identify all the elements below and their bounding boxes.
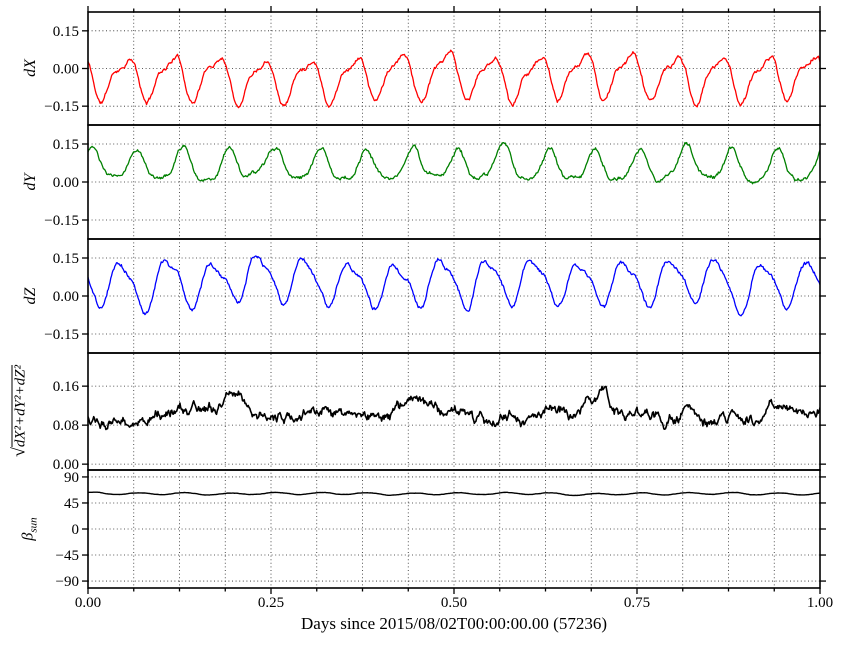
- series-dX: [88, 49, 820, 109]
- ylabel-magnitude: √dX²+dY²+dZ²: [8, 365, 29, 457]
- y-tick-label: 0.16: [53, 379, 80, 395]
- y-tick-label: 0: [72, 522, 80, 538]
- subplot-frame: [87, 352, 821, 471]
- y-tick-label: −90: [56, 574, 79, 590]
- ylabel-dY: dY: [22, 173, 39, 191]
- beta-subscript: sun: [27, 517, 40, 533]
- x-tick-label: 0.75: [624, 595, 650, 611]
- y-tick-label: 0.08: [53, 418, 79, 434]
- ylabel-beta-sun: βsun: [19, 517, 40, 541]
- y-tick-label: 0.15: [53, 137, 79, 153]
- x-tick-label: 0.50: [441, 595, 467, 611]
- series-dZ: [88, 255, 820, 317]
- y-tick-label: −0.15: [44, 327, 79, 343]
- beta-symbol: β: [19, 532, 37, 541]
- y-tick-label: 0.15: [53, 24, 79, 40]
- sqrt-expression: dX²+dY²+dZ²: [11, 365, 29, 448]
- y-tick-label: 0.00: [53, 457, 79, 473]
- y-tick-label: 0.00: [53, 62, 79, 78]
- series-dY: [88, 141, 820, 185]
- ylabel-dX: dX: [22, 59, 39, 77]
- y-tick-label: −0.15: [44, 213, 79, 229]
- y-tick-label: 90: [64, 470, 79, 486]
- x-tick-label: 0.00: [75, 595, 101, 611]
- x-tick-label: 1.00: [807, 595, 833, 611]
- series-magnitude: [88, 385, 820, 431]
- y-tick-label: 0.15: [53, 251, 79, 267]
- x-axis-label: Days since 2015/08/02T00:00:00.00 (57236…: [301, 614, 607, 633]
- subplot-frame: [87, 11, 821, 126]
- ylabel-dZ: dZ: [22, 287, 39, 305]
- y-tick-label: 0.00: [53, 175, 79, 191]
- y-tick-label: −0.15: [44, 99, 79, 115]
- y-tick-label: 45: [64, 496, 79, 512]
- y-tick-label: 0.00: [53, 289, 79, 305]
- x-tick-label: 0.25: [258, 595, 284, 611]
- series-beta-sun: [88, 491, 820, 497]
- sqrt-radical-symbol: √: [8, 447, 29, 457]
- y-tick-label: −45: [56, 548, 79, 564]
